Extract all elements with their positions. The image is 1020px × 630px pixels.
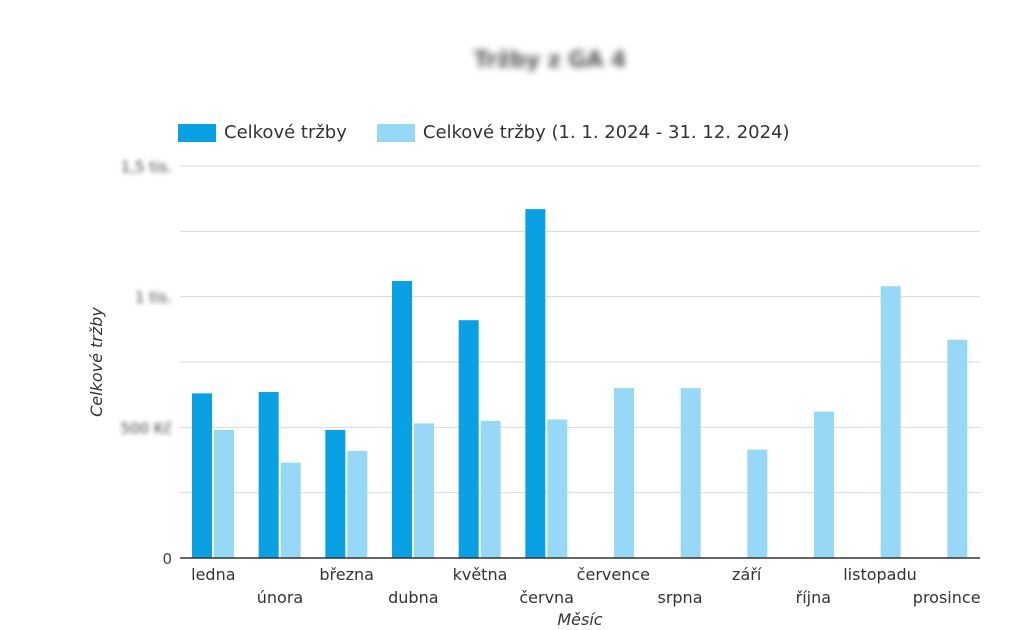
x-tick-label: září [732, 565, 762, 584]
bar-2-července[interactable] [614, 388, 634, 558]
x-tick-label: května [453, 565, 508, 584]
x-tick-label: července [577, 565, 650, 584]
bar-1-února[interactable] [258, 392, 279, 558]
x-tick-label: dubna [388, 588, 438, 607]
x-tick-label: října [796, 588, 831, 607]
bar-2-února[interactable] [280, 462, 301, 558]
bar-2-ledna[interactable] [214, 429, 234, 558]
legend-swatch-series-1 [178, 123, 216, 142]
bar-1-března[interactable] [325, 429, 346, 558]
bar-2-září[interactable] [747, 449, 768, 558]
bar-2-října[interactable] [814, 411, 834, 558]
legend: Celkové tržby Celkové tržby (1. 1. 2024 … [178, 122, 790, 143]
bar-2-srpna[interactable] [680, 388, 701, 558]
x-axis-ticks: ledna února března dubna května červnačervenc… [191, 565, 980, 607]
legend-item-series-2[interactable]: Celkové tržby (1. 1. 2024 - 31. 12. 2024… [376, 122, 790, 143]
bar-2-listopadu[interactable] [880, 286, 901, 558]
y-tick-label: 500 Kč [121, 419, 172, 437]
x-tick-label: června [519, 588, 574, 607]
bar-2-června[interactable] [547, 419, 568, 558]
bars [192, 209, 968, 558]
x-tick-label: srpna [657, 588, 702, 607]
x-tick-label: listopadu [843, 565, 917, 584]
bar-2-prosince[interactable] [947, 339, 968, 558]
y-axis-label: Celkové tržby [87, 307, 106, 417]
x-tick-label: ledna [191, 565, 235, 584]
bar-1-dubna[interactable] [392, 280, 412, 558]
legend-label-series-1: Celkové tržby [224, 122, 347, 143]
x-tick-label: prosince [913, 588, 981, 607]
bar-1-června[interactable] [525, 209, 546, 558]
grid [180, 165, 980, 494]
y-tick-label: 1,5 tis. [121, 158, 172, 176]
legend-item-series-1[interactable]: Celkové tržby [178, 122, 347, 143]
legend-label-series-2: Celkové tržby (1. 1. 2024 - 31. 12. 2024… [422, 122, 790, 143]
bar-2-května[interactable] [480, 420, 501, 558]
x-tick-label: února [257, 588, 303, 607]
bar-1-května[interactable] [458, 320, 479, 558]
bar-1-ledna[interactable] [192, 393, 212, 558]
legend-swatch-series-2 [376, 123, 415, 142]
x-tick-label: března [319, 565, 374, 584]
y-tick-label: 0 [162, 550, 172, 568]
y-tick-label: 1 tis. [135, 289, 172, 307]
x-axis-label: Měsíc [557, 610, 602, 629]
y-axis-ticks: 0 500 Kč 1 tis. 1,5 tis. [121, 158, 172, 568]
bar-2-března[interactable] [347, 450, 368, 558]
chart-title: Tržby z GA 4 [473, 48, 627, 73]
bar-2-dubna[interactable] [414, 423, 434, 558]
